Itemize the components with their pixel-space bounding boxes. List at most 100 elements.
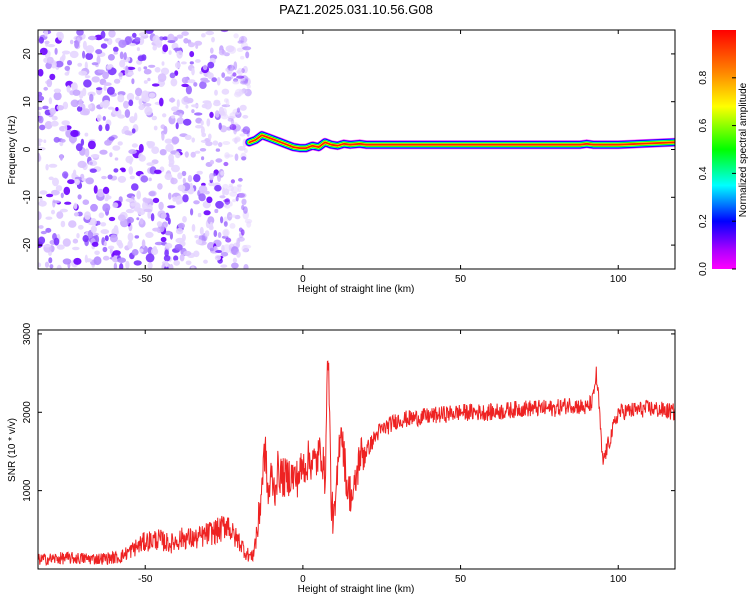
- noise-blob: [207, 72, 214, 79]
- noise-blob: [242, 65, 248, 74]
- noise-blob: [151, 247, 159, 255]
- noise-blob: [184, 151, 189, 158]
- noise-blob: [62, 238, 71, 247]
- noise-blob: [206, 118, 211, 127]
- noise-blob: [48, 163, 58, 168]
- noise-blob: [72, 89, 81, 96]
- noise-blob: [230, 118, 235, 125]
- noise-blob: [125, 65, 129, 74]
- noise-blob: [137, 55, 145, 62]
- noise-blob: [53, 237, 60, 246]
- noise-blob: [49, 73, 56, 81]
- noise-blob: [237, 185, 242, 193]
- noise-blob: [107, 174, 113, 180]
- noise-blob: [157, 73, 167, 82]
- colorbar-tick-label: 0.8: [698, 70, 709, 84]
- noise-blob: [176, 34, 184, 39]
- noise-blob: [160, 236, 167, 243]
- noise-blob: [39, 190, 48, 195]
- noise-blob: [72, 238, 79, 244]
- noise-blob: [179, 113, 183, 118]
- noise-blob: [219, 195, 226, 199]
- noise-blob: [87, 140, 96, 150]
- noise-blob: [179, 254, 185, 262]
- noise-blob: [56, 244, 65, 250]
- noise-blob: [72, 169, 77, 177]
- noise-blob: [106, 86, 115, 95]
- noise-blob: [60, 192, 64, 199]
- noise-blob: [46, 78, 53, 88]
- noise-blob: [201, 182, 206, 187]
- noise-blob: [241, 204, 245, 211]
- noise-blob: [129, 43, 137, 47]
- noise-blob: [236, 239, 241, 248]
- noise-blob: [141, 239, 146, 249]
- noise-blob: [138, 104, 145, 111]
- noise-blob: [100, 43, 108, 49]
- spectrogram-y-ticks: -20 -10 0 10 20: [22, 48, 675, 252]
- noise-blob: [84, 132, 89, 137]
- noise-blob: [108, 136, 115, 141]
- figure-title: PAZ1.2025.031.10.56.G08: [279, 2, 433, 17]
- noise-blob: [43, 86, 48, 91]
- noise-blob: [66, 85, 71, 93]
- noise-blob: [175, 61, 181, 69]
- noise-blob: [150, 213, 155, 222]
- noise-blob: [145, 30, 154, 34]
- noise-blob: [156, 221, 163, 227]
- noise-blob: [208, 133, 212, 140]
- noise-blob: [74, 40, 80, 49]
- noise-blob: [128, 99, 134, 107]
- noise-blob: [181, 170, 187, 177]
- noise-blob: [113, 168, 119, 173]
- noise-blob: [176, 99, 180, 108]
- noise-blob: [40, 230, 47, 235]
- noise-blob: [181, 83, 189, 88]
- noise-blob: [113, 78, 121, 84]
- noise-blob: [221, 244, 225, 253]
- noise-blob: [189, 61, 194, 65]
- noise-blob: [107, 54, 115, 61]
- spectrogram-panel: -50 0 50 100 -20 -10 0 10 20 Height of straight…: [7, 29, 676, 295]
- noise-blob: [201, 33, 206, 38]
- noise-blob: [125, 260, 130, 269]
- noise-blob: [194, 234, 199, 239]
- noise-blob: [44, 261, 50, 268]
- noise-blob: [241, 156, 247, 161]
- noise-blob: [214, 255, 221, 261]
- noise-blob: [128, 149, 137, 155]
- noise-blob: [39, 47, 48, 56]
- noise-blob: [118, 39, 127, 48]
- noise-blob: [209, 159, 215, 165]
- noise-blob: [161, 61, 165, 66]
- noise-blob: [84, 75, 91, 79]
- noise-blob: [154, 169, 162, 174]
- noise-blob: [100, 229, 110, 235]
- noise-blob: [195, 239, 203, 245]
- noise-blob: [181, 76, 189, 84]
- noise-blob: [96, 87, 103, 91]
- noise-blob: [210, 47, 214, 54]
- noise-blob: [61, 50, 71, 55]
- noise-blob: [56, 211, 64, 219]
- noise-blob: [135, 96, 140, 101]
- noise-blob: [119, 263, 124, 269]
- noise-blob: [113, 51, 118, 55]
- noise-blob: [142, 197, 148, 203]
- noise-blob: [206, 196, 213, 204]
- noise-blob: [218, 122, 222, 130]
- noise-blob: [232, 257, 237, 263]
- noise-blob: [43, 244, 51, 248]
- noise-blob: [224, 198, 231, 205]
- noise-blob: [98, 212, 105, 219]
- noise-blob: [90, 225, 97, 234]
- noise-blob: [187, 79, 196, 84]
- noise-blob: [229, 214, 237, 218]
- noise-blob: [134, 112, 138, 121]
- noise-blob: [131, 143, 138, 148]
- noise-blob: [199, 81, 207, 89]
- noise-blob: [191, 137, 195, 143]
- noise-blob: [113, 262, 118, 269]
- noise-blob: [125, 198, 134, 202]
- noise-blob: [95, 49, 103, 55]
